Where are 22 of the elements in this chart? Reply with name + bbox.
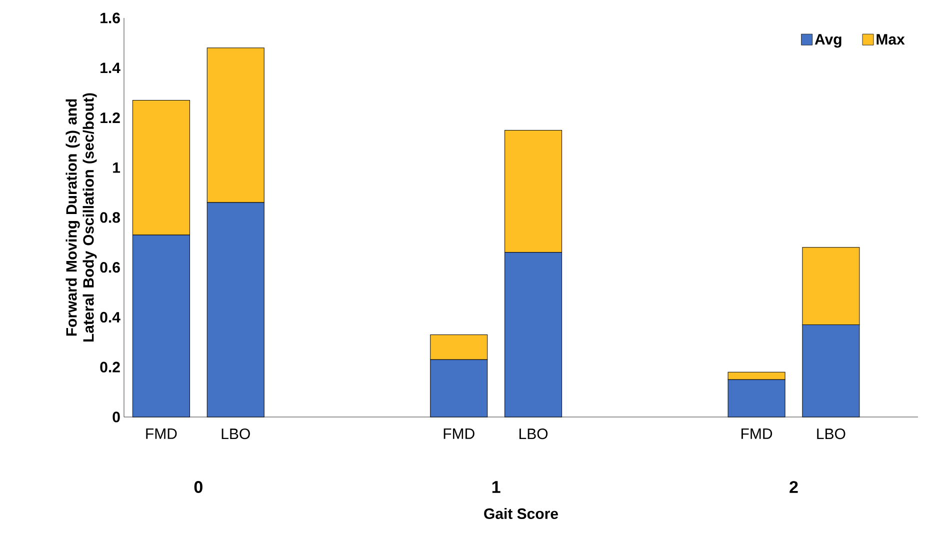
x-tick-label: FMD xyxy=(444,428,474,439)
y-tick-label: 1.6 xyxy=(100,12,120,24)
x-axis-title: Gait Score xyxy=(484,508,558,520)
text: 2 xyxy=(790,481,798,493)
y-tick-label: 1.4 xyxy=(100,62,120,74)
text: 0 xyxy=(194,480,202,494)
y-tick-label: 0 xyxy=(112,412,120,422)
legend-label: Max xyxy=(876,34,905,45)
x-tick-label: LBO xyxy=(520,428,548,440)
y-axis-title: Forward Moving Duration (s) and Lateral Body Oscillation (sec/bout) xyxy=(66,93,97,342)
x-tick-label: FMD xyxy=(742,428,772,439)
y-tick-label: 1 xyxy=(113,162,120,173)
legend-label: Avg xyxy=(814,34,842,48)
y-tick-label: 0.8 xyxy=(100,212,120,223)
y-tick-label: 0.2 xyxy=(100,362,120,372)
y-tick-label: 0.6 xyxy=(100,262,120,273)
x-tick-label: LBO xyxy=(222,428,250,440)
x-tick-label: LBO xyxy=(817,428,846,440)
x-tick-label: FMD xyxy=(146,428,177,439)
y-tick-label: 0.4 xyxy=(100,312,120,323)
y-tick-label: 1.2 xyxy=(100,112,120,123)
text: 1 xyxy=(492,481,500,493)
